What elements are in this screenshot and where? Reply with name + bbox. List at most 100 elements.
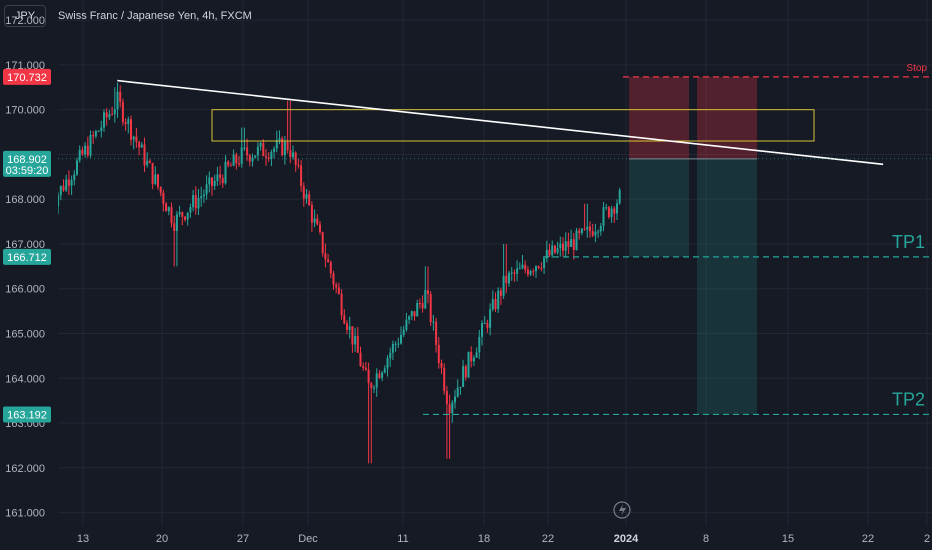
- candle-body: [513, 272, 516, 274]
- candle-body: [219, 174, 222, 179]
- x-tick-label: 2024: [614, 533, 639, 545]
- candle-body: [451, 402, 454, 414]
- candle-body: [216, 174, 219, 182]
- candle-body: [489, 309, 492, 328]
- candle-body: [283, 141, 286, 156]
- candle-body: [427, 290, 429, 295]
- candle-body: [238, 163, 240, 165]
- symbol-badge[interactable]: JPY: [4, 5, 46, 27]
- candle-body: [462, 366, 465, 387]
- candle-body: [343, 315, 346, 324]
- target-zone-2: [697, 158, 757, 415]
- candle-body: [435, 321, 438, 345]
- candle-body: [248, 155, 251, 162]
- candle-body: [402, 329, 405, 335]
- x-tick-label: 18: [478, 533, 490, 545]
- y-tick-label: 161.000: [5, 508, 45, 520]
- y-tick-label: 162.000: [5, 463, 45, 475]
- y-tick-label: 170.000: [5, 105, 45, 117]
- candle-body: [378, 373, 381, 378]
- candle-body: [578, 230, 581, 234]
- event-icon: [613, 501, 631, 519]
- candle-body: [329, 262, 332, 274]
- candle-body: [202, 194, 205, 197]
- candle-body: [73, 174, 76, 180]
- candle-body: [570, 239, 573, 247]
- candle-body: [567, 241, 570, 247]
- candle-body: [265, 156, 267, 158]
- x-tick-label: 22: [542, 533, 554, 545]
- candle-body: [100, 127, 103, 132]
- candle-body: [278, 138, 281, 141]
- candle-body: [321, 232, 324, 254]
- candle-body: [308, 194, 311, 206]
- candle-body: [200, 196, 203, 199]
- candle-body: [486, 322, 489, 328]
- candle-body: [327, 259, 330, 263]
- candle-body: [229, 165, 232, 167]
- candle-body: [86, 145, 89, 156]
- candle-body: [502, 275, 505, 296]
- candle-body: [57, 195, 60, 207]
- candle-body: [564, 241, 567, 251]
- candle-body: [472, 357, 475, 362]
- candle-body: [262, 142, 265, 157]
- x-tick-label: 13: [77, 533, 89, 545]
- candle-body: [148, 160, 151, 164]
- candle-body: [173, 223, 176, 231]
- candle-body: [67, 179, 70, 186]
- price-tag-label: 163.192: [7, 409, 47, 421]
- candle-body: [297, 164, 300, 166]
- candle-body: [389, 352, 392, 359]
- candle-body: [405, 319, 408, 330]
- candle-body: [594, 231, 597, 236]
- candle-body: [432, 321, 435, 323]
- candle-body: [76, 160, 78, 175]
- candle-body: [553, 245, 556, 253]
- candle-body: [65, 179, 68, 191]
- candle-body: [192, 195, 195, 208]
- candle-body: [491, 299, 494, 310]
- candle-body: [84, 145, 87, 155]
- price-tag-label: 168.902: [7, 154, 47, 166]
- candle-body: [602, 207, 605, 227]
- candle-body: [497, 290, 500, 310]
- candle-body: [586, 226, 589, 230]
- candle-body: [475, 352, 478, 358]
- candle-body: [529, 271, 532, 275]
- candle-body: [454, 396, 456, 403]
- position-zones: [629, 76, 757, 415]
- candle-body: [335, 284, 338, 288]
- candle-body: [221, 178, 224, 184]
- candle-body: [543, 258, 546, 269]
- y-tick-label: 172.000: [5, 15, 45, 27]
- price-tag: [3, 68, 51, 85]
- drawings[interactable]: Stop TP1 TP2: [58, 63, 932, 416]
- candle-body: [537, 266, 540, 268]
- candle-body: [267, 157, 270, 159]
- candle-body: [348, 326, 351, 330]
- candle-body: [116, 91, 119, 110]
- candle-body: [286, 141, 289, 151]
- candle-body: [81, 149, 84, 155]
- candle-body: [92, 134, 95, 137]
- candle-body: [445, 391, 448, 405]
- candle-body: [367, 369, 370, 384]
- candle-body: [227, 161, 230, 166]
- candle-body: [397, 343, 400, 345]
- time-axis[interactable]: 13 20 27 Dec 11 18 22 2024 8 15 22 2: [0, 501, 932, 550]
- candle-body: [184, 216, 186, 220]
- tp1-label: TP1: [892, 232, 925, 252]
- resistance-zone: [211, 109, 815, 142]
- candle-body: [300, 165, 303, 187]
- y-tick-label: 166.000: [5, 284, 45, 296]
- candle-body: [167, 207, 170, 212]
- candle-body: [346, 323, 348, 330]
- candle-body: [354, 336, 357, 345]
- candle-body: [443, 367, 446, 392]
- candle-body: [235, 154, 238, 164]
- candle-body: [429, 294, 432, 323]
- candle-body: [607, 207, 610, 218]
